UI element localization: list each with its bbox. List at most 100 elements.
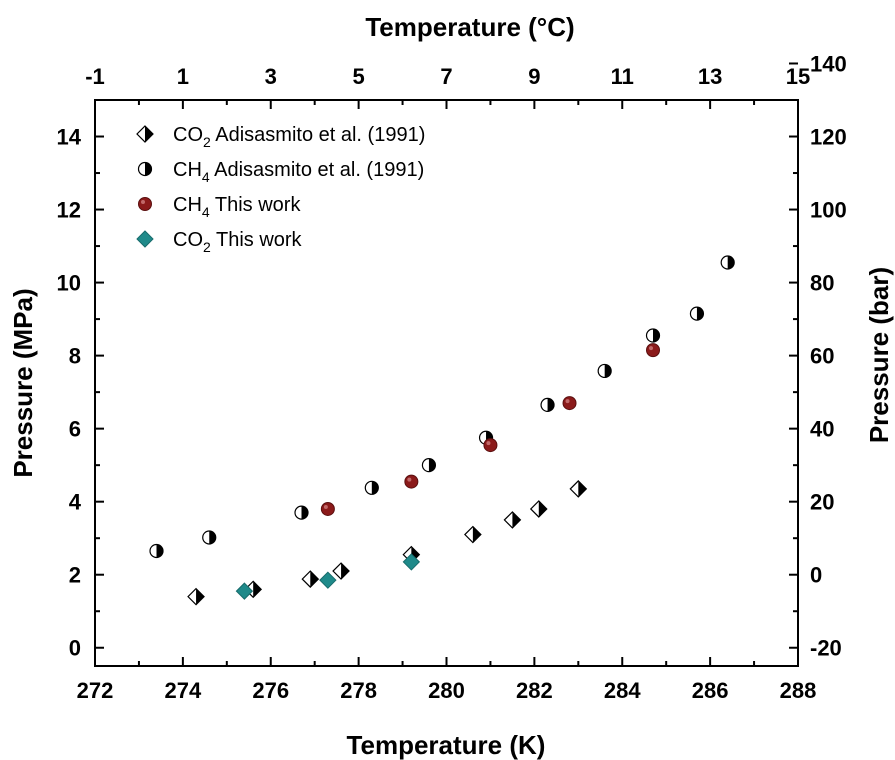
- marker-fill: [371, 481, 379, 495]
- y-right-axis-title: Pressure (bar): [864, 267, 894, 443]
- marker-fill: [727, 255, 735, 269]
- marker-fill: [310, 571, 319, 588]
- data-point: [540, 397, 555, 413]
- data-point: [301, 570, 320, 588]
- data-point: [483, 438, 498, 453]
- data-point: [294, 505, 309, 520]
- data-point: [562, 396, 577, 411]
- x-top-axis-title: Temperature (°C): [365, 12, 574, 42]
- marker-fill: [319, 571, 337, 589]
- y-right-tick-label: 140: [810, 51, 847, 76]
- legend-marker: [136, 125, 154, 143]
- data-point: [689, 306, 705, 321]
- data-point: [404, 474, 419, 489]
- x-tick-label: 272: [77, 678, 114, 703]
- y-tick-label: 0: [69, 636, 81, 661]
- x-tick-label: 274: [165, 678, 202, 703]
- y-tick-label: 2: [69, 563, 81, 588]
- x-top-tick-label: 1: [177, 64, 189, 89]
- marker-fill: [341, 563, 350, 580]
- legend-marker: [136, 230, 154, 248]
- x-top-tick-label: 3: [265, 64, 277, 89]
- marker-fill: [472, 526, 481, 543]
- data-points: [149, 255, 735, 606]
- legend-entry: CH4 This work: [173, 194, 301, 220]
- y-tick-label: 4: [69, 490, 82, 515]
- data-point: [149, 543, 164, 559]
- marker-fill: [209, 530, 216, 544]
- marker-highlight: [649, 346, 654, 351]
- x-axis-title: Temperature (K): [347, 730, 546, 760]
- data-point: [421, 458, 437, 473]
- y-right-tick-label: 100: [810, 198, 847, 223]
- x-tick-label: 280: [428, 678, 465, 703]
- y-right-tick-label: 120: [810, 125, 847, 150]
- marker-highlight: [323, 504, 328, 509]
- tick-marks: [94, 62, 799, 666]
- marker-fill: [562, 396, 577, 411]
- data-point: [597, 363, 612, 379]
- data-point: [464, 525, 482, 544]
- marker-fill: [604, 364, 612, 378]
- marker-fill: [547, 398, 555, 412]
- y-tick-label: 12: [57, 198, 81, 223]
- data-point: [320, 501, 335, 516]
- marker-fill: [653, 329, 660, 343]
- x-top-tick-label: 9: [528, 64, 540, 89]
- data-point: [402, 553, 421, 571]
- legend: CO2 Adisasmito et al. (1991) CH4 Adisasmi…: [136, 124, 425, 255]
- x-top-tick-label: 13: [698, 64, 722, 89]
- marker-fill: [145, 162, 152, 176]
- marker-fill: [145, 126, 153, 142]
- legend-marker: [138, 197, 152, 211]
- y-right-tick-label: 80: [810, 271, 834, 296]
- marker-fill: [696, 307, 704, 321]
- legend-entry: CO2 This work: [173, 229, 303, 255]
- marker-fill: [404, 474, 419, 489]
- marker-fill: [538, 500, 547, 517]
- marker-fill: [196, 588, 205, 605]
- marker-fill: [156, 544, 164, 558]
- marker-fill: [320, 501, 335, 516]
- marker-fill: [512, 511, 521, 528]
- x-tick-label: 278: [340, 678, 377, 703]
- data-point: [202, 530, 217, 545]
- data-point: [319, 571, 337, 589]
- marker-fill: [136, 230, 154, 248]
- plot-frame: [94, 99, 799, 667]
- marker-highlight: [141, 200, 145, 204]
- x-top-tick-label: 11: [611, 64, 634, 89]
- data-point: [720, 255, 735, 270]
- marker-highlight: [407, 477, 412, 482]
- y-right-tick-label: 40: [810, 417, 834, 442]
- marker-highlight: [565, 399, 570, 404]
- x-tick-label: 282: [516, 678, 553, 703]
- data-point: [503, 511, 522, 529]
- x-top-tick-label: 7: [440, 64, 452, 89]
- marker-fill: [402, 553, 421, 571]
- y-right-tick-label: 60: [810, 344, 834, 369]
- marker-fill: [235, 582, 254, 600]
- marker-highlight: [486, 441, 491, 446]
- data-point: [569, 480, 588, 498]
- data-point: [332, 562, 350, 580]
- x-top-tick-label: 5: [353, 64, 365, 89]
- data-point: [646, 343, 661, 358]
- legend-marker: [137, 161, 153, 177]
- y-tick-label: 14: [57, 125, 82, 150]
- y-tick-label: 8: [69, 344, 81, 369]
- y-right-tick-label: 0: [810, 563, 822, 588]
- marker-fill: [301, 506, 309, 520]
- y-right-tick-label: 20: [810, 490, 834, 515]
- y-right-tick-label: -20: [810, 636, 842, 661]
- x-tick-label: 284: [604, 678, 641, 703]
- x-top-tick-label: -1: [85, 64, 105, 89]
- data-point: [529, 500, 548, 518]
- marker-fill: [253, 581, 262, 598]
- marker-fill: [483, 438, 498, 453]
- x-tick-label: 276: [252, 678, 289, 703]
- data-point: [235, 582, 254, 600]
- legend-entry: CH4 Adisasmito et al. (1991): [173, 159, 424, 185]
- x-tick-label: 286: [692, 678, 729, 703]
